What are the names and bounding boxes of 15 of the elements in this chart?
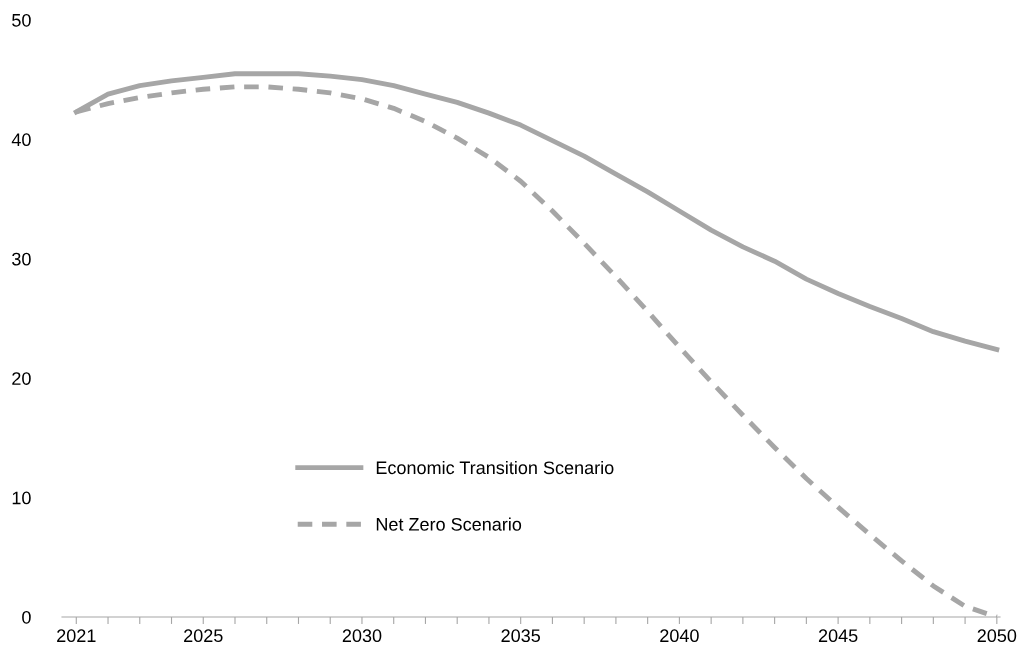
y-tick-label: 10 — [12, 491, 31, 505]
y-tick-label: 0 — [22, 610, 31, 624]
x-tick-label: 2035 — [501, 629, 541, 643]
y-tick-label: 50 — [12, 13, 31, 27]
y-tick-label: 20 — [12, 372, 31, 385]
y-tick-label: 40 — [11, 133, 31, 147]
x-tick-label: 2045 — [818, 629, 858, 643]
y-tick-label: 30 — [12, 252, 31, 266]
legend-label: Economic Transition Scenario — [376, 460, 614, 475]
x-tick-label: 2030 — [342, 629, 382, 643]
legend-label: Net Zero Scenario — [376, 517, 522, 531]
x-tick-label: 2021 — [57, 629, 96, 643]
x-tick-label: 2040 — [660, 629, 699, 643]
x-tick-label: 2025 — [184, 629, 223, 643]
x-tick-label: 2050 — [977, 629, 1017, 643]
